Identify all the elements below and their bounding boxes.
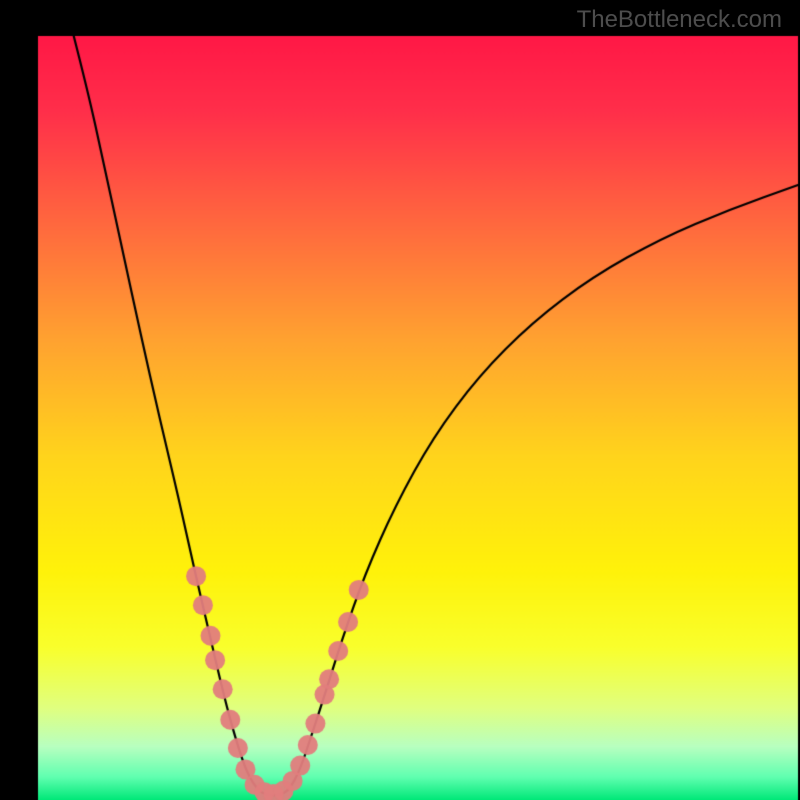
chart-container: TheBottleneck.com: [0, 0, 800, 800]
bottleneck-chart-canvas: [0, 0, 800, 800]
